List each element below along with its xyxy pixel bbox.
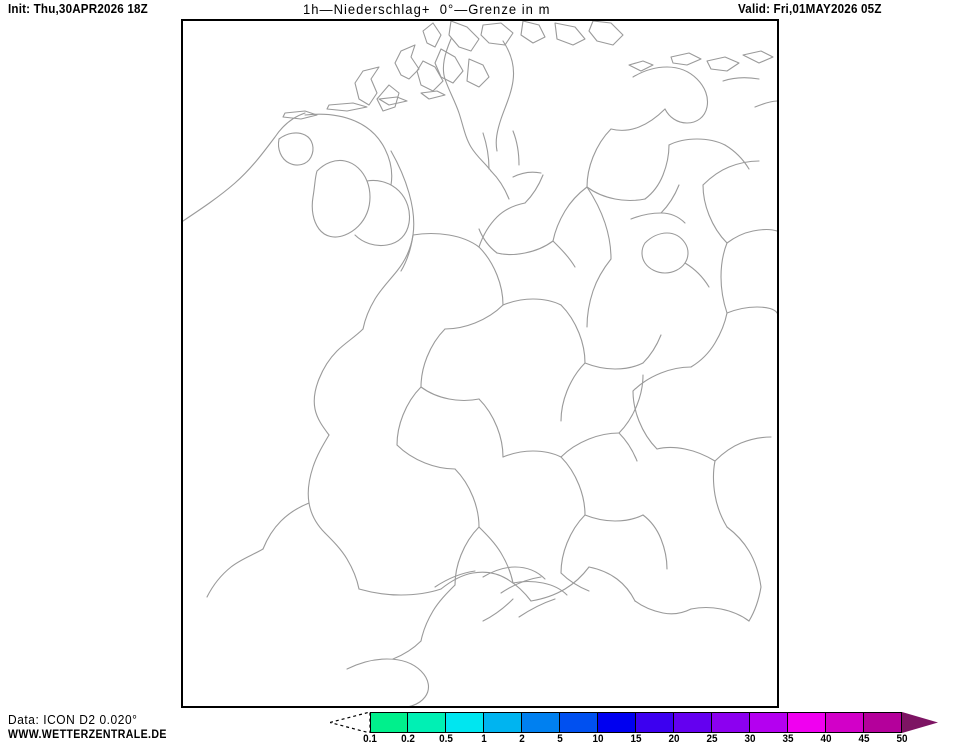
colorbar-high-end-arrow (902, 712, 938, 733)
colorbar-tick-50: 50 (896, 733, 908, 745)
colorbar-tick-40: 40 (820, 733, 832, 745)
colorbar-tick-5: 5 (557, 733, 563, 745)
colorbar-segment-7 (636, 712, 674, 733)
colorbar-low-end-arrow (330, 712, 371, 733)
colorbar-segment-11 (788, 712, 826, 733)
colorbar-tick-10: 10 (592, 733, 604, 745)
colorbar-segment-12 (826, 712, 864, 733)
precipitation-colorbar[interactable]: 0.1 0.2 0.5 1 2 5 10 15 20 25 30 35 40 45 50 (330, 708, 959, 745)
colorbar-tick-30: 30 (744, 733, 756, 745)
colorbar-tick-25: 25 (706, 733, 718, 745)
init-timestamp: Init: Thu,30APR2026 18Z (8, 2, 148, 16)
colorbar-segment-6 (598, 712, 636, 733)
colorbar-tick-45: 45 (858, 733, 870, 745)
colorbar-tick-0.1: 0.1 (363, 733, 377, 745)
colorbar-segment-2 (446, 712, 484, 733)
colorbar-tick-labels: 0.1 0.2 0.5 1 2 5 10 15 20 25 30 35 40 45 50 (330, 733, 959, 747)
colorbar-segments[interactable] (370, 712, 902, 733)
colorbar-tick-1: 1 (481, 733, 487, 745)
colorbar-segment-1 (408, 712, 446, 733)
colorbar-tick-35: 35 (782, 733, 794, 745)
colorbar-segment-5 (560, 712, 598, 733)
valid-timestamp: Valid: Fri,01MAY2026 05Z (738, 2, 882, 16)
map-footer: Data: ICON D2 0.020° WWW.WETTERZENTRALE.… (0, 708, 959, 741)
map-frame[interactable] (181, 19, 779, 708)
colorbar-segment-10 (750, 712, 788, 733)
colorbar-tick-0.2: 0.2 (401, 733, 415, 745)
data-source-label: Data: ICON D2 0.020° (8, 712, 138, 727)
colorbar-segment-0 (370, 712, 408, 733)
colorbar-tick-0.5: 0.5 (439, 733, 453, 745)
map-canvas[interactable] (183, 21, 777, 706)
map-header: Init: Thu,30APR2026 18Z 1h—Niederschlag+… (0, 0, 959, 20)
colorbar-tick-2: 2 (519, 733, 525, 745)
colorbar-tick-15: 15 (630, 733, 642, 745)
colorbar-segment-8 (674, 712, 712, 733)
colorbar-segment-9 (712, 712, 750, 733)
coastline-and-borders (183, 21, 777, 706)
site-url-label: WWW.WETTERZENTRALE.DE (8, 729, 167, 741)
page-title: 1h—Niederschlag+ 0°—Grenze in m (303, 1, 551, 17)
colorbar-segment-3 (484, 712, 522, 733)
colorbar-tick-20: 20 (668, 733, 680, 745)
colorbar-segment-13 (864, 712, 902, 733)
colorbar-segment-4 (522, 712, 560, 733)
